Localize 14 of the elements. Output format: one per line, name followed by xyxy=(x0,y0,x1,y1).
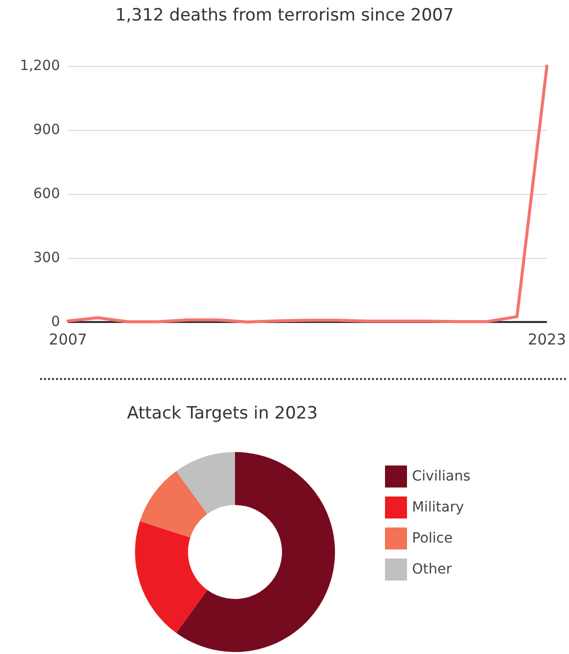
y-tick-label: 300 xyxy=(33,250,60,266)
legend-label: Other xyxy=(412,562,452,578)
y-tick-label: 1,200 xyxy=(20,58,60,74)
y-tick-label: 0 xyxy=(51,314,60,330)
chart-title: 1,312 deaths from terrorism since 2007 xyxy=(115,6,454,26)
line-series xyxy=(66,64,548,324)
y-tick-label: 600 xyxy=(33,186,60,202)
legend-label: Military xyxy=(412,500,464,516)
legend-label: Police xyxy=(412,530,453,546)
x-tick-label: 2007 xyxy=(48,330,88,348)
legend-label: Civilians xyxy=(412,468,470,484)
chart-title: Attack Targets in 2023 xyxy=(127,404,318,424)
y-tick-label: 900 xyxy=(33,122,60,138)
x-tick-label: 2023 xyxy=(528,330,566,348)
